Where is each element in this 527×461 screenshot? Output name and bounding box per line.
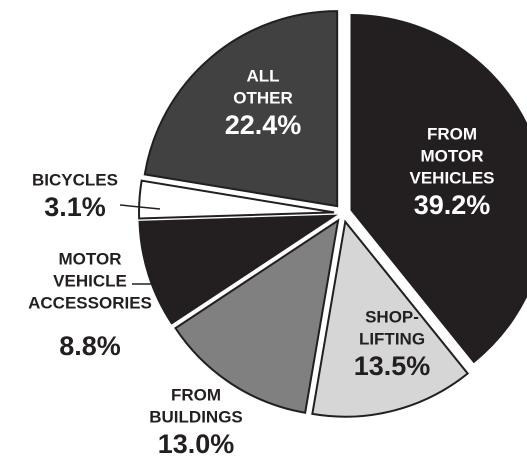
value-label: 13.0% [158, 429, 235, 459]
value-label: 3.1% [44, 192, 106, 222]
pie-slice [143, 10, 339, 208]
slice-label: ACCESSORIES [28, 293, 152, 312]
slice-label: SHOP- [365, 307, 419, 326]
slice-label: OTHER [233, 88, 293, 107]
leader-line [119, 204, 161, 210]
slice-label: MOTOR [59, 249, 122, 268]
value-label: 22.4% [225, 110, 302, 140]
pie-slice [350, 13, 527, 364]
slice-label: BICYCLES [32, 170, 118, 189]
slice-label: VEHICLES [409, 168, 494, 187]
pie-slice [138, 179, 335, 220]
pie-slice [311, 219, 470, 418]
slice-label: VEHICLE [53, 271, 127, 290]
pie-slice [138, 214, 338, 325]
value-label: 13.5% [354, 351, 431, 381]
slice-label: ALL [246, 66, 279, 85]
value-label: 39.2% [414, 190, 491, 220]
slice-label: BUILDINGS [149, 407, 243, 426]
pie-slice [174, 218, 340, 414]
slice-label: FROM [427, 124, 477, 143]
value-label: 8.8% [59, 331, 121, 361]
slice-label: LIFTING [359, 329, 425, 348]
slice-label: FROM [171, 385, 221, 404]
slice-label: MOTOR [421, 146, 484, 165]
